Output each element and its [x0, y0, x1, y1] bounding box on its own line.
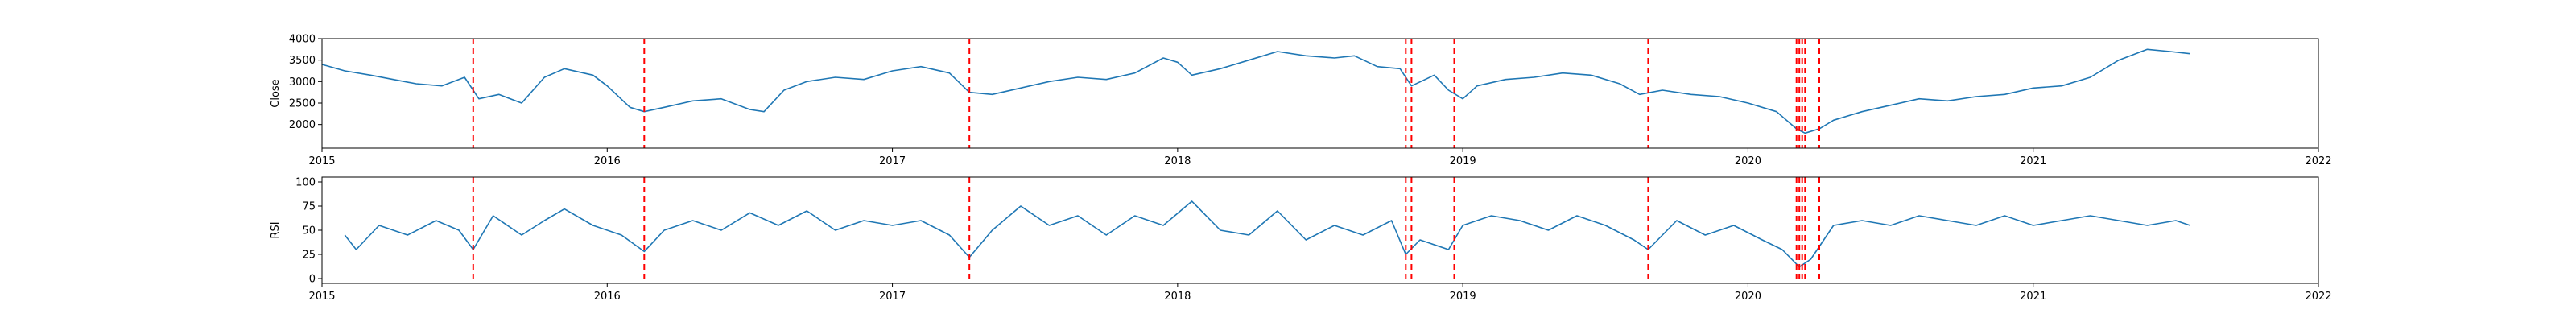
- close-panel: 2015 2016 2017 2018 2019 2020 2021 2022 2000 2500…: [270, 34, 2332, 168]
- close-series-line: [321, 48, 2190, 134]
- x-tick-label: 2018: [1164, 155, 1191, 167]
- y-tick-label: 4000: [289, 34, 316, 46]
- axes-frame: [321, 38, 2319, 149]
- rsi-panel: 2015 2016 2017 2018 2019 2020 2021 2022 0 25 50 75 1…: [270, 176, 2332, 303]
- y-tick-label: 50: [302, 225, 316, 237]
- x-tick-label: 2018: [1164, 291, 1191, 303]
- x-tick-label: 2015: [308, 291, 335, 303]
- y-tick-label: 2000: [289, 119, 316, 131]
- x-tick-label: 2020: [1735, 155, 1761, 167]
- y-axis-label: Close: [270, 79, 282, 107]
- x-tick-label: 2021: [2020, 291, 2046, 303]
- axes-frame: [321, 176, 2319, 284]
- y-axis-label: RSI: [270, 221, 282, 238]
- x-tick-label: 2022: [2305, 155, 2331, 167]
- y-tick-label: 25: [302, 250, 316, 262]
- y-tick-label: 2500: [289, 98, 316, 110]
- x-tick-label: 2016: [594, 155, 621, 167]
- y-tick-label: 0: [309, 274, 316, 286]
- x-tick-label: 2022: [2305, 291, 2331, 303]
- y-tick-label: 100: [295, 177, 316, 189]
- x-tick-label: 2021: [2020, 155, 2046, 167]
- x-tick-label: 2015: [308, 155, 335, 167]
- y-tick-label: 3500: [289, 55, 316, 67]
- y-tick-label: 3000: [289, 76, 316, 89]
- x-tick-label: 2017: [879, 155, 906, 167]
- y-tick-label: 75: [302, 201, 316, 213]
- x-tick-label: 2017: [879, 291, 906, 303]
- x-tick-label: 2016: [594, 291, 621, 303]
- x-tick-label: 2020: [1735, 291, 1761, 303]
- x-tick-label: 2019: [1450, 291, 1476, 303]
- rsi-series-line: [344, 200, 2190, 268]
- x-tick-label: 2019: [1450, 155, 1476, 167]
